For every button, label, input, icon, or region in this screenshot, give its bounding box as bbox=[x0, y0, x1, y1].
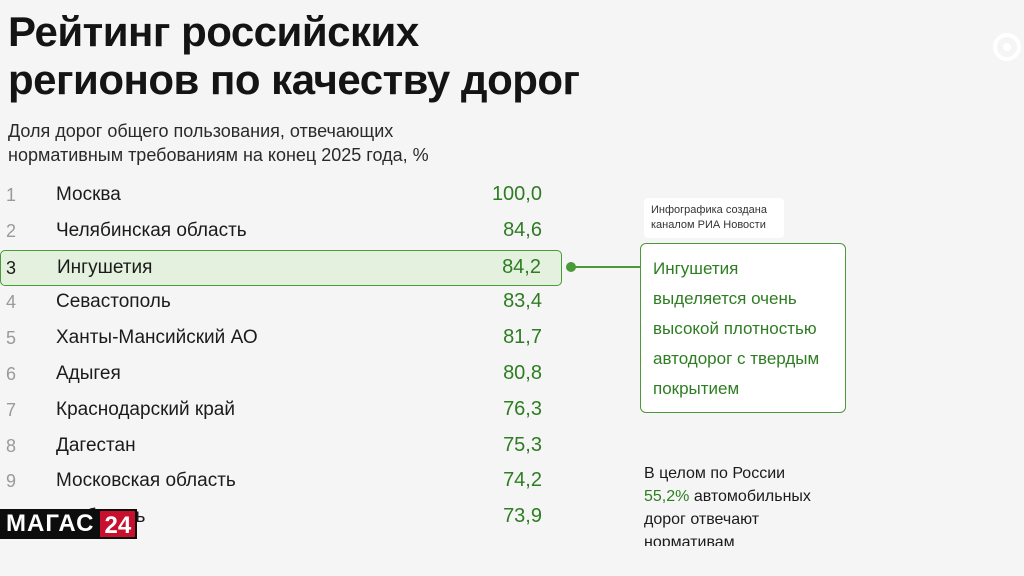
row-region: Краснодарский край bbox=[56, 398, 235, 420]
row-value: 84,6 bbox=[503, 218, 542, 241]
row-region: Ингушетия bbox=[57, 256, 153, 278]
subtitle-line-1: Доля дорог общего пользования, отвечающи… bbox=[8, 121, 394, 141]
callout-connector-dot bbox=[566, 262, 576, 272]
table-row: 2 Челябинская область 84,6 bbox=[0, 214, 562, 250]
row-rank: 9 bbox=[6, 471, 17, 492]
row-value: 80,8 bbox=[503, 362, 542, 384]
callout-line: выделяется очень bbox=[653, 289, 797, 308]
title-line-2: регионов по качеству дорог bbox=[8, 56, 580, 103]
callout-line: автодорог с твердым bbox=[653, 349, 820, 368]
row-value: 73,9 bbox=[503, 505, 542, 528]
subtitle-line-2: нормативным требованиям на конец 2025 го… bbox=[8, 145, 429, 165]
row-value: 74,2 bbox=[503, 469, 542, 492]
title-line-1: Рейтинг российских bbox=[8, 8, 419, 55]
row-value: 76,3 bbox=[503, 397, 542, 420]
channel-logo-number: 24 bbox=[98, 509, 138, 539]
summary-line-3: дорог отвечают bbox=[644, 511, 760, 528]
table-row: 1 Москва 100,0 bbox=[0, 178, 562, 214]
credit-note: Инфографика создана каналом РИА Новости bbox=[644, 198, 784, 238]
annotation-callout: Ингушетия выделяется очень высокой плотнос… bbox=[640, 243, 846, 413]
row-region: Адыгея bbox=[56, 363, 121, 384]
table-row: 8 Дагестан 75,3 bbox=[0, 429, 562, 465]
credit-line-2: каналом РИА Новости bbox=[651, 219, 766, 231]
ranking-table: 1 Москва 100,0 2 Челябинская область 84,6 3 Инг… bbox=[0, 178, 570, 538]
row-rank: 1 bbox=[6, 185, 17, 205]
russia-summary: В целом по России 55,2% автомобильных до… bbox=[644, 462, 811, 554]
row-region: Московская область bbox=[56, 470, 236, 492]
row-rank: 6 bbox=[6, 364, 17, 384]
row-region: Дагестан bbox=[56, 434, 136, 456]
callout-line: покрытием bbox=[653, 379, 740, 398]
row-value: 83,4 bbox=[503, 290, 542, 313]
row-value: 84,2 bbox=[502, 255, 541, 278]
row-rank: 7 bbox=[6, 399, 17, 420]
callout-line: высокой плотностью bbox=[653, 319, 817, 338]
channel-logo: МАГАС 24 bbox=[0, 509, 138, 539]
table-row: 7 Краснодарский край 76,3 bbox=[0, 393, 562, 429]
row-region: Москва bbox=[56, 184, 121, 205]
page-title: Рейтинг российских регионов по качеству … bbox=[8, 8, 580, 104]
row-region: Ханты-Мансийский АО bbox=[56, 327, 258, 349]
table-row: 4 Севастополь 83,4 bbox=[0, 285, 562, 321]
callout-line: Ингушетия bbox=[653, 259, 739, 278]
row-rank: 5 bbox=[6, 328, 17, 349]
bottom-strip bbox=[0, 546, 1024, 576]
table-row: 6 Адыгея 80,8 bbox=[0, 357, 562, 393]
row-rank: 3 bbox=[6, 257, 17, 278]
credit-line-1: Инфографика создана bbox=[651, 204, 767, 216]
summary-line-1: В целом по России bbox=[644, 465, 786, 482]
row-value: 100,0 bbox=[491, 183, 542, 205]
row-value: 75,3 bbox=[503, 433, 542, 456]
table-row-highlighted: 3 Ингушетия 84,2 bbox=[0, 249, 562, 286]
table-row: 5 Ханты-Мансийский АО 81,7 bbox=[0, 321, 562, 357]
channel-logo-name: МАГАС bbox=[0, 509, 99, 539]
ria-logo-icon bbox=[993, 33, 1021, 61]
summary-accent-value: 55,2% bbox=[644, 488, 690, 505]
row-region: Челябинская область bbox=[56, 219, 247, 241]
table-row: 9 Московская область 74,2 bbox=[0, 464, 562, 500]
callout-connector-line bbox=[570, 266, 642, 268]
row-rank: 8 bbox=[6, 435, 17, 456]
row-rank: 2 bbox=[6, 220, 17, 241]
row-rank: 4 bbox=[6, 292, 17, 313]
row-region: Севастополь bbox=[56, 291, 171, 313]
summary-line-2: 55,2% автомобильных bbox=[644, 485, 811, 508]
row-value: 81,7 bbox=[503, 326, 542, 349]
summary-line-2-rest: автомобильных bbox=[689, 488, 811, 505]
chart-subtitle: Доля дорог общего пользования, отвечающи… bbox=[8, 119, 429, 167]
